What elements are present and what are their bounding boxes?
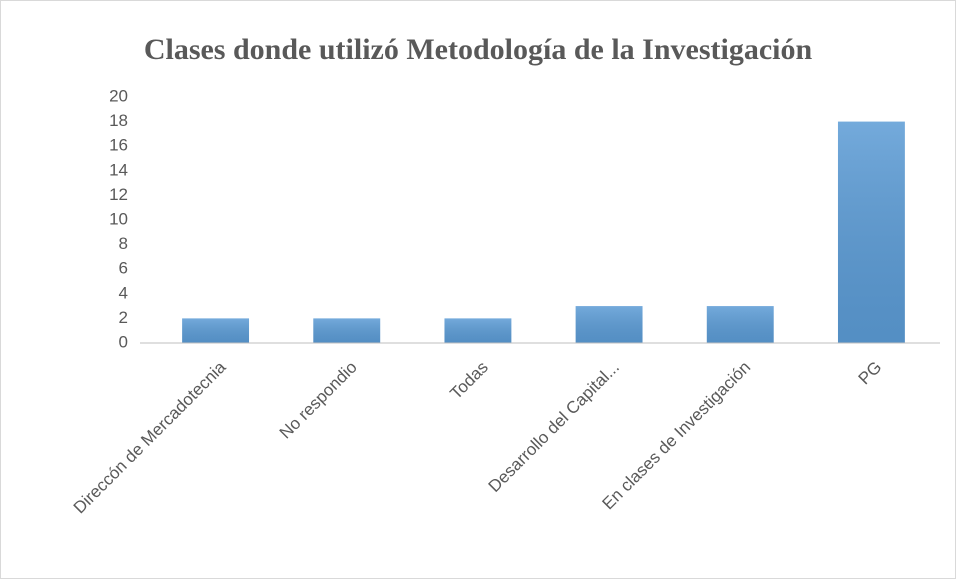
bar-shade [575,306,643,343]
y-tick-label: 16 [109,136,128,155]
y-tick-label: 2 [119,308,128,327]
y-tick-label: 6 [119,259,128,278]
y-tick-label: 0 [119,332,128,351]
y-tick-label: 10 [109,209,128,228]
y-tick-label: 14 [109,160,128,179]
bar-shade [706,306,774,343]
chart-title: Clases donde utilizó Metodología de la I… [144,33,813,66]
bar-shade [837,121,905,343]
bar-shade [313,318,381,343]
y-tick-label: 12 [109,185,128,204]
y-tick-label: 4 [119,283,128,302]
y-tick-label: 20 [109,86,128,105]
bar-shade [182,318,250,343]
y-tick-label: 18 [109,111,128,130]
bar-shade [444,318,512,343]
y-tick-label: 8 [119,234,128,253]
